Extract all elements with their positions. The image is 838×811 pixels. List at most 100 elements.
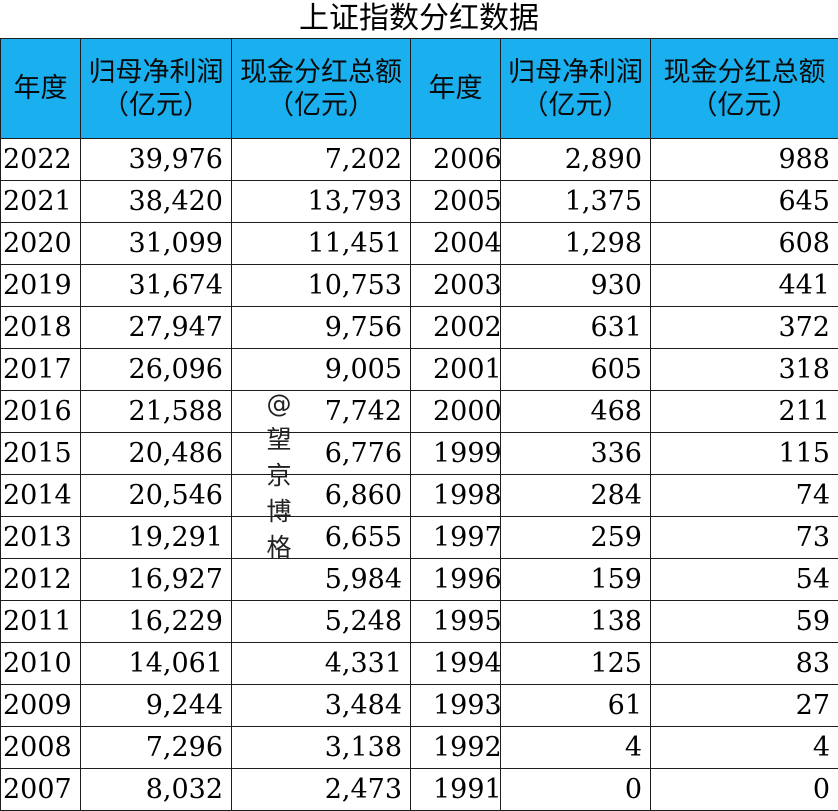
header-dividend-line2: （亿元） (690, 89, 799, 121)
table-row: 2012 16,927 5,984 1996 159 54 (0, 558, 838, 601)
header-profit-line2: （亿元） (521, 89, 630, 121)
profit-cell-left: 20,546 (80, 474, 232, 517)
dividend-cell-right: 0 (650, 768, 838, 811)
watermark-char: 格 (266, 533, 292, 562)
dividend-cell-left: 7,742 (231, 390, 411, 433)
year-cell-right: 2004 (410, 222, 501, 265)
year-cell-left: 2010 (0, 642, 81, 685)
watermark-char: 望 (266, 425, 292, 454)
year-cell-left: 2014 (0, 474, 81, 517)
table-row: 2017 26,096 9,005 2001 605 318 (0, 348, 838, 391)
year-cell-right: 1999 (410, 432, 501, 475)
profit-cell-right: 1,375 (500, 180, 651, 223)
year-cell-left: 2013 (0, 516, 81, 559)
profit-cell-left: 16,927 (80, 558, 232, 601)
header-year-right: 年度 (410, 38, 501, 139)
year-cell-right: 1995 (410, 600, 501, 643)
table-row: 2007 8,032 2,473 1991 0 0 (0, 768, 838, 811)
table-row: 2010 14,061 4,331 1994 125 83 (0, 642, 838, 685)
dividend-table: 年度 归母净利润 （亿元） 现金分红总额 （亿元） 年度 归母净利润 （亿元） … (0, 38, 838, 811)
dividend-cell-left: 9,005 (231, 348, 411, 391)
watermark-char: @ (266, 389, 292, 418)
profit-cell-left: 7,296 (80, 726, 232, 769)
profit-cell-left: 39,976 (80, 138, 232, 181)
table-body: 2022 39,976 7,202 2006 2,890 988 2021 38,420 13,… (0, 138, 838, 811)
year-cell-right: 1991 (410, 768, 501, 811)
year-cell-right: 2006 (410, 138, 501, 181)
profit-cell-right: 4 (500, 726, 651, 769)
year-cell-left: 2022 (0, 138, 81, 181)
year-cell-left: 2017 (0, 348, 81, 391)
table-row: 2016 21,588 7,742 2000 468 211 (0, 390, 838, 433)
profit-cell-right: 138 (500, 600, 651, 643)
dividend-cell-left: 11,451 (231, 222, 411, 265)
year-cell-right: 2005 (410, 180, 501, 223)
dividend-cell-right: 211 (650, 390, 838, 433)
dividend-cell-right: 372 (650, 306, 838, 349)
dividend-cell-right: 988 (650, 138, 838, 181)
profit-cell-right: 2,890 (500, 138, 651, 181)
watermark-char: 博 (266, 497, 292, 526)
year-cell-left: 2019 (0, 264, 81, 307)
profit-cell-right: 125 (500, 642, 651, 685)
dividend-cell-right: 83 (650, 642, 838, 685)
dividend-cell-left: 4,331 (231, 642, 411, 685)
table-row: 2011 16,229 5,248 1995 138 59 (0, 600, 838, 643)
header-dividend-left: 现金分红总额 （亿元） (231, 38, 411, 139)
profit-cell-right: 284 (500, 474, 651, 517)
year-cell-left: 2007 (0, 768, 81, 811)
year-cell-left: 2011 (0, 600, 81, 643)
header-dividend-line1: 现金分红总额 (240, 56, 402, 88)
year-cell-left: 2008 (0, 726, 81, 769)
dividend-cell-right: 54 (650, 558, 838, 601)
dividend-cell-left: 9,756 (231, 306, 411, 349)
table-row: 2009 9,244 3,484 1993 61 27 (0, 684, 838, 727)
dividend-cell-right: 115 (650, 432, 838, 475)
profit-cell-left: 8,032 (80, 768, 232, 811)
dividend-cell-right: 4 (650, 726, 838, 769)
profit-cell-left: 19,291 (80, 516, 232, 559)
table-row: 2014 20,546 6,860 1998 284 74 (0, 474, 838, 517)
dividend-cell-left: 5,248 (231, 600, 411, 643)
dividend-cell-left: 3,484 (231, 684, 411, 727)
profit-cell-left: 20,486 (80, 432, 232, 475)
year-cell-right: 2003 (410, 264, 501, 307)
year-cell-right: 1992 (410, 726, 501, 769)
year-cell-left: 2009 (0, 684, 81, 727)
header-year-left: 年度 (0, 38, 81, 139)
profit-cell-left: 31,674 (80, 264, 232, 307)
profit-cell-right: 468 (500, 390, 651, 433)
dividend-cell-left: 7,202 (231, 138, 411, 181)
year-cell-right: 1998 (410, 474, 501, 517)
year-cell-right: 1994 (410, 642, 501, 685)
dividend-cell-left: 13,793 (231, 180, 411, 223)
profit-cell-left: 16,229 (80, 600, 232, 643)
header-profit-line1: 归母净利润 (508, 56, 643, 88)
profit-cell-right: 605 (500, 348, 651, 391)
year-cell-right: 1996 (410, 558, 501, 601)
table-title: 上证指数分红数据 (299, 1, 539, 36)
header-row: 年度 归母净利润 （亿元） 现金分红总额 （亿元） 年度 归母净利润 （亿元） … (0, 38, 838, 139)
header-profit-left: 归母净利润 （亿元） (80, 38, 232, 139)
profit-cell-left: 14,061 (80, 642, 232, 685)
header-profit-right: 归母净利润 （亿元） (500, 38, 651, 139)
dividend-cell-left: 6,860 (231, 474, 411, 517)
table-row: 2013 19,291 6,655 1997 259 73 (0, 516, 838, 559)
dividend-cell-right: 645 (650, 180, 838, 223)
table-row: 2015 20,486 6,776 1999 336 115 (0, 432, 838, 475)
dividend-cell-right: 73 (650, 516, 838, 559)
profit-cell-left: 9,244 (80, 684, 232, 727)
table-row: 2008 7,296 3,138 1992 4 4 (0, 726, 838, 769)
dividend-cell-right: 59 (650, 600, 838, 643)
table-row: 2020 31,099 11,451 2004 1,298 608 (0, 222, 838, 265)
year-cell-left: 2015 (0, 432, 81, 475)
profit-cell-right: 631 (500, 306, 651, 349)
dividend-cell-right: 608 (650, 222, 838, 265)
header-dividend-line2: （亿元） (267, 89, 375, 121)
dividend-cell-left: 10,753 (231, 264, 411, 307)
table-row: 2019 31,674 10,753 2003 930 441 (0, 264, 838, 307)
year-cell-left: 2018 (0, 306, 81, 349)
profit-cell-right: 259 (500, 516, 651, 559)
table-row: 2018 27,947 9,756 2002 631 372 (0, 306, 838, 349)
profit-cell-right: 1,298 (500, 222, 651, 265)
